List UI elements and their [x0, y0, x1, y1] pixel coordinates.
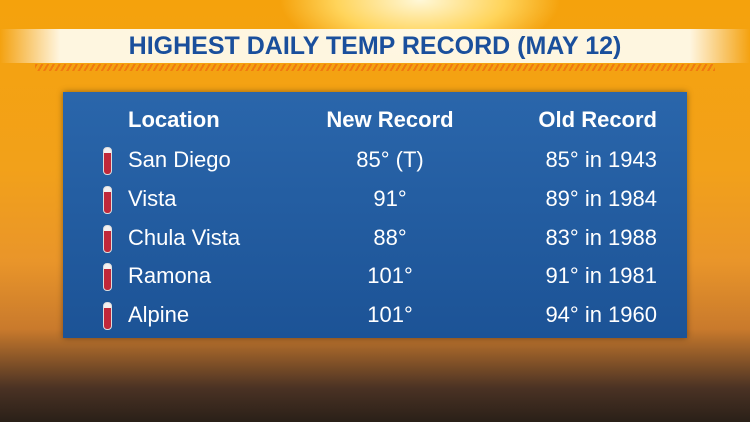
- table-panel: Location New Record Old Record San Diego 85°…: [63, 92, 687, 338]
- old-record-cell: 89° in 1984: [545, 186, 657, 211]
- new-record-cell: 88°: [373, 225, 407, 250]
- thermometer-icon: [103, 186, 112, 214]
- title: HIGHEST DAILY TEMP RECORD (MAY 12): [128, 32, 622, 60]
- new-record-cell: 91°: [373, 186, 407, 211]
- old-record-cell: 85° in 1943: [545, 147, 657, 172]
- stripe: [35, 64, 715, 71]
- new-record-cell: 85° (T): [356, 147, 424, 172]
- new-record-cell: 101°: [367, 302, 413, 327]
- location-cell: Chula Vista: [128, 225, 241, 250]
- location-cell: Vista: [128, 186, 177, 211]
- new-record-cell: 101°: [367, 263, 413, 288]
- thermometer-icon: [103, 225, 112, 253]
- location-cell: San Diego: [128, 147, 231, 172]
- location-cell: Ramona: [128, 263, 212, 288]
- thermometer-icon: [103, 302, 112, 330]
- column-header: Old Record: [538, 107, 657, 132]
- column-header: Location: [128, 107, 220, 132]
- column-header: New Record: [326, 107, 454, 132]
- location-cell: Alpine: [128, 302, 190, 327]
- old-record-cell: 94° in 1960: [545, 302, 657, 327]
- title-band: [0, 29, 750, 63]
- thermometer-icon: [103, 263, 112, 291]
- thermometer-icon: [103, 147, 112, 175]
- old-record-cell: 91° in 1981: [545, 263, 657, 288]
- old-record-cell: 83° in 1988: [545, 225, 657, 250]
